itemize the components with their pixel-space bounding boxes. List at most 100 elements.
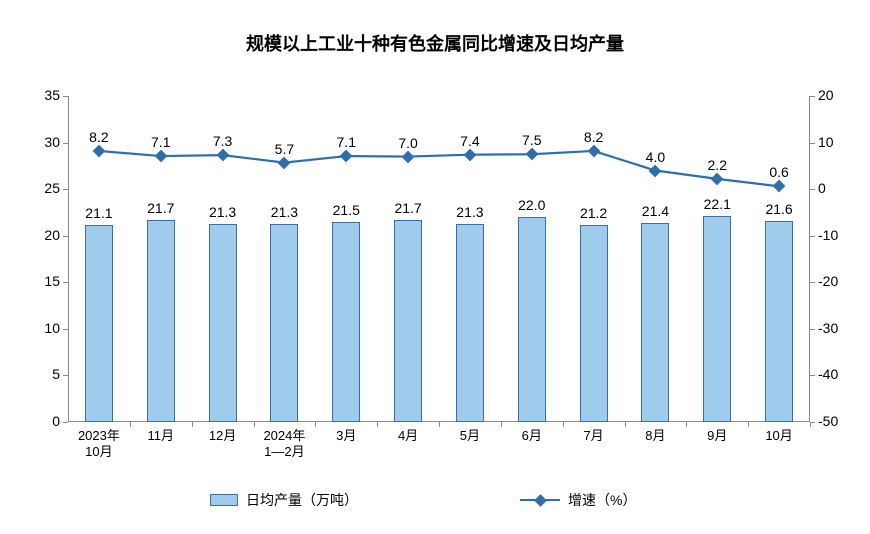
y-left-tick-label: 5 bbox=[52, 366, 60, 382]
y-left-tick-label: 30 bbox=[44, 134, 60, 150]
line-layer bbox=[0, 0, 870, 534]
bar-value-label: 21.4 bbox=[642, 203, 669, 219]
x-tick-mark bbox=[501, 422, 502, 427]
bar-value-label: 21.3 bbox=[271, 204, 298, 220]
legend-line-swatch bbox=[520, 493, 560, 507]
x-tick-mark bbox=[130, 422, 131, 427]
bar-value-label: 21.1 bbox=[85, 205, 112, 221]
line-value-label: 4.0 bbox=[646, 149, 665, 165]
bar-value-label: 22.0 bbox=[518, 197, 545, 213]
line-value-label: 7.3 bbox=[213, 133, 232, 149]
legend-bar: 日均产量（万吨） bbox=[210, 490, 358, 510]
x-tick-label: 9月 bbox=[686, 428, 748, 444]
x-tick-mark bbox=[748, 422, 749, 427]
x-tick-mark bbox=[439, 422, 440, 427]
bar-value-label: 21.5 bbox=[333, 202, 360, 218]
bar bbox=[580, 225, 608, 422]
y-left-tick-mark bbox=[63, 282, 68, 283]
y-left-tick-mark bbox=[63, 189, 68, 190]
y-right-tick-label: -20 bbox=[818, 273, 838, 289]
bar bbox=[456, 224, 484, 422]
chart-container bbox=[0, 0, 870, 534]
y-left-tick-label: 10 bbox=[44, 320, 60, 336]
y-right-tick-mark bbox=[810, 236, 815, 237]
line-value-label: 7.4 bbox=[460, 133, 479, 149]
x-tick-label: 4月 bbox=[377, 428, 439, 444]
x-tick-mark bbox=[254, 422, 255, 427]
line-value-label: 8.2 bbox=[584, 129, 603, 145]
y-right-tick-label: -30 bbox=[818, 320, 838, 336]
x-tick-label: 3月 bbox=[315, 428, 377, 444]
y-left-tick-mark bbox=[63, 329, 68, 330]
y-left-tick-label: 20 bbox=[44, 227, 60, 243]
x-tick-label: 6月 bbox=[501, 428, 563, 444]
line-value-label: 7.0 bbox=[398, 135, 417, 151]
y-right-tick-label: 20 bbox=[818, 87, 834, 103]
y-left-tick-label: 25 bbox=[44, 180, 60, 196]
x-tick-label: 7月 bbox=[563, 428, 625, 444]
y-right-tick-mark bbox=[810, 282, 815, 283]
bar-value-label: 21.6 bbox=[765, 201, 792, 217]
y-right-tick-label: -10 bbox=[818, 227, 838, 243]
y-right-tick-mark bbox=[810, 143, 815, 144]
x-tick-mark bbox=[625, 422, 626, 427]
bar bbox=[332, 222, 360, 422]
y-left-tick-label: 0 bbox=[52, 413, 60, 429]
y-left-tick-mark bbox=[63, 422, 68, 423]
y-right-tick-mark bbox=[810, 189, 815, 190]
bar-value-label: 21.3 bbox=[456, 204, 483, 220]
y-right-tick-label: 10 bbox=[818, 134, 834, 150]
bar bbox=[147, 220, 175, 422]
bar-value-label: 21.7 bbox=[147, 200, 174, 216]
line-value-label: 5.7 bbox=[275, 141, 294, 157]
bar-value-label: 22.1 bbox=[704, 196, 731, 212]
legend-bar-swatch bbox=[210, 494, 238, 506]
bar bbox=[85, 225, 113, 422]
line-value-label: 7.1 bbox=[337, 134, 356, 150]
bar bbox=[394, 220, 422, 422]
y-right-tick-label: -40 bbox=[818, 366, 838, 382]
x-tick-label: 2023年10月 bbox=[68, 428, 130, 461]
bar bbox=[270, 224, 298, 422]
x-tick-label: 8月 bbox=[625, 428, 687, 444]
x-tick-label: 5月 bbox=[439, 428, 501, 444]
bar-value-label: 21.3 bbox=[209, 204, 236, 220]
y-right-tick-label: 0 bbox=[818, 180, 826, 196]
growth-line bbox=[99, 151, 779, 186]
bar bbox=[641, 223, 669, 422]
line-value-label: 2.2 bbox=[708, 157, 727, 173]
legend-line: 增速（%） bbox=[520, 490, 636, 510]
line-value-label: 8.2 bbox=[89, 129, 108, 145]
y-left-tick-label: 15 bbox=[44, 273, 60, 289]
y-left-tick-label: 35 bbox=[44, 87, 60, 103]
bar bbox=[209, 224, 237, 422]
y-left-tick-mark bbox=[63, 143, 68, 144]
x-tick-mark bbox=[686, 422, 687, 427]
line-value-label: 7.1 bbox=[151, 134, 170, 150]
x-tick-mark bbox=[563, 422, 564, 427]
y-left-tick-mark bbox=[63, 96, 68, 97]
y-right-tick-mark bbox=[810, 96, 815, 97]
x-tick-mark bbox=[192, 422, 193, 427]
bar bbox=[703, 216, 731, 422]
x-tick-mark bbox=[315, 422, 316, 427]
x-tick-label: 12月 bbox=[192, 428, 254, 444]
bar-value-label: 21.2 bbox=[580, 205, 607, 221]
x-tick-label: 2024年1—2月 bbox=[254, 428, 316, 461]
x-tick-label: 10月 bbox=[748, 428, 810, 444]
y-right-tick-label: -50 bbox=[818, 413, 838, 429]
x-tick-mark bbox=[377, 422, 378, 427]
line-value-label: 7.5 bbox=[522, 132, 541, 148]
legend-line-label: 增速（%） bbox=[568, 490, 636, 510]
y-right-tick-mark bbox=[810, 375, 815, 376]
x-tick-label: 11月 bbox=[130, 428, 192, 444]
x-tick-mark bbox=[810, 422, 811, 427]
line-value-label: 0.6 bbox=[769, 164, 788, 180]
legend-bar-label: 日均产量（万吨） bbox=[246, 490, 358, 510]
bar-value-label: 21.7 bbox=[394, 200, 421, 216]
bar bbox=[765, 221, 793, 422]
y-right-tick-mark bbox=[810, 329, 815, 330]
y-left-tick-mark bbox=[63, 375, 68, 376]
y-left-tick-mark bbox=[63, 236, 68, 237]
bar bbox=[518, 217, 546, 422]
